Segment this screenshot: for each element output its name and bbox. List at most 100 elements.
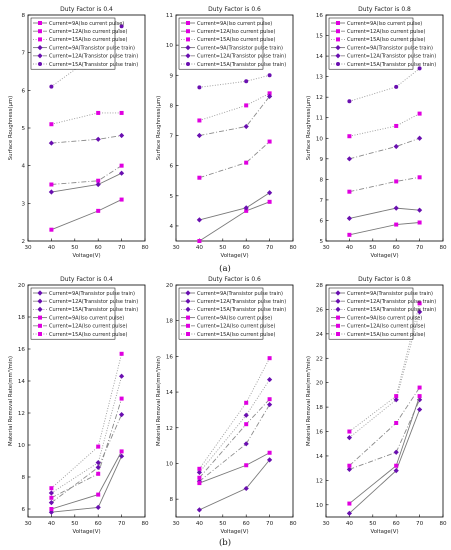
legend-entry: Current=9A(Transistor pulse train) <box>49 291 135 297</box>
series-1 <box>196 457 273 513</box>
legend-entry: Current=15A(Iso current pulse) <box>49 37 127 43</box>
data-point <box>267 93 273 99</box>
legend-entry: Current=12A(Transistor pulse train) <box>197 54 286 60</box>
legend-entry: Current=15A(Transistor pulse train) <box>197 62 286 68</box>
y-tick-label: 18 <box>316 405 324 411</box>
caption-b: (b) <box>219 537 231 548</box>
data-point <box>197 85 202 90</box>
x-tick-label: 40 <box>196 521 204 527</box>
x-tick-label: 70 <box>416 245 424 251</box>
data-point <box>417 135 423 141</box>
y-tick-label: 10 <box>316 136 324 142</box>
series-6 <box>197 73 272 90</box>
data-point <box>48 140 54 146</box>
y-tick-label: 18 <box>18 315 26 321</box>
data-point <box>347 463 352 468</box>
y-axis-label: Material Removal Rate(mm³/min) <box>305 356 312 446</box>
legend-entry: Current=12A(Transistor pulse train) <box>197 299 286 305</box>
x-tick-label: 50 <box>369 245 377 251</box>
series-line <box>199 459 270 511</box>
legend-entry: Current=9A(Transistor pulse train) <box>347 45 433 51</box>
series-line <box>349 68 420 102</box>
y-tick-label: 16 <box>18 347 26 353</box>
plot-frame <box>325 284 444 518</box>
y-tick-label: 7 <box>21 51 25 57</box>
data-point <box>244 208 249 213</box>
x-tick-label: 80 <box>141 521 149 527</box>
x-tick-label: 60 <box>393 521 401 527</box>
legend-entry: Current=12A(Iso current pulse) <box>347 29 425 35</box>
legend-entry: Current=12A(Transistor pulse train) <box>49 54 138 60</box>
data-point <box>197 481 202 486</box>
y-tick-label: 12 <box>316 478 323 484</box>
data-point <box>417 394 422 399</box>
legend-marker <box>185 306 191 312</box>
legend-marker <box>37 45 43 51</box>
y-tick-label: 18 <box>166 319 174 325</box>
data-point <box>49 227 54 232</box>
y-tick-label: 10 <box>316 503 324 509</box>
legend-marker <box>38 323 42 328</box>
legend-marker <box>38 29 42 34</box>
x-tick-label: 40 <box>48 521 56 527</box>
legend-marker <box>185 45 191 51</box>
data-point <box>49 486 54 491</box>
data-point <box>417 175 422 180</box>
legend-marker <box>336 37 340 42</box>
legend-entry: Current=12A(Iso current pulse) <box>49 324 127 330</box>
y-axis-label: Material Removal Rate(mm³/min) <box>155 356 162 446</box>
series-5 <box>347 385 422 468</box>
y-tick-label: 20 <box>316 381 324 387</box>
legend-entry: Current=9A(Transistor pulse train) <box>347 291 433 297</box>
data-point <box>347 501 352 506</box>
y-tick-label: 9 <box>319 157 323 163</box>
legend-entry: Current=12A(Iso current pulse) <box>197 324 275 330</box>
legend-entry: Current=9A(Iso current pulse) <box>197 315 272 321</box>
y-tick-label: 9 <box>169 73 173 79</box>
series-4 <box>48 170 125 195</box>
series-3 <box>347 111 422 139</box>
legend-box <box>328 287 414 340</box>
y-tick-label: 6 <box>319 218 323 224</box>
legend-marker <box>336 29 340 34</box>
y-tick-label: 14 <box>166 390 174 396</box>
y-tick-label: 5 <box>21 126 25 132</box>
data-point <box>267 139 272 144</box>
series-3 <box>49 110 124 127</box>
legend-marker <box>38 315 42 320</box>
data-point <box>119 163 124 168</box>
y-tick-label: 4 <box>169 224 173 230</box>
chart-title: Duty Factor is 0.8 <box>358 276 411 283</box>
legend-entry: Current=15A(Iso current pulse) <box>197 332 275 338</box>
chart-title: Duty Factor is 0.8 <box>358 6 411 13</box>
legend-entry: Current=12A(Iso current pulse) <box>347 324 425 330</box>
series-5 <box>48 132 125 146</box>
data-point <box>119 453 125 459</box>
legend-entry: Current=12A(Transistor pulse train) <box>347 299 436 305</box>
series-2 <box>197 139 272 180</box>
legend-entry: Current=15A(Transistor pulse train) <box>347 307 436 313</box>
y-tick-label: 14 <box>18 379 26 385</box>
plot-frame <box>175 14 294 242</box>
data-point <box>347 429 352 434</box>
legend-box <box>30 17 116 70</box>
legend-marker <box>37 306 43 312</box>
data-point <box>267 190 273 196</box>
series-1 <box>347 220 422 237</box>
y-tick-label: 6 <box>21 88 25 94</box>
data-point <box>244 103 249 108</box>
data-point <box>119 351 124 356</box>
series-line <box>199 357 270 470</box>
legend-entry: Current=9A(Iso current pulse) <box>197 21 272 27</box>
data-point <box>244 463 249 468</box>
data-point <box>196 469 202 475</box>
chart-a2: Duty Factor is 0.6 30 40 50 60 70 80 4 5 6 7 8 9 10 11… <box>156 6 297 259</box>
legend-entry: Current=9A(Transistor pulse train) <box>49 45 135 51</box>
legend-marker <box>186 29 190 34</box>
legend-marker <box>37 298 43 304</box>
series-5 <box>346 135 423 162</box>
y-tick-label: 10 <box>18 443 26 449</box>
legend-marker <box>336 315 340 320</box>
series-line <box>199 201 270 242</box>
legend-marker <box>37 53 43 59</box>
